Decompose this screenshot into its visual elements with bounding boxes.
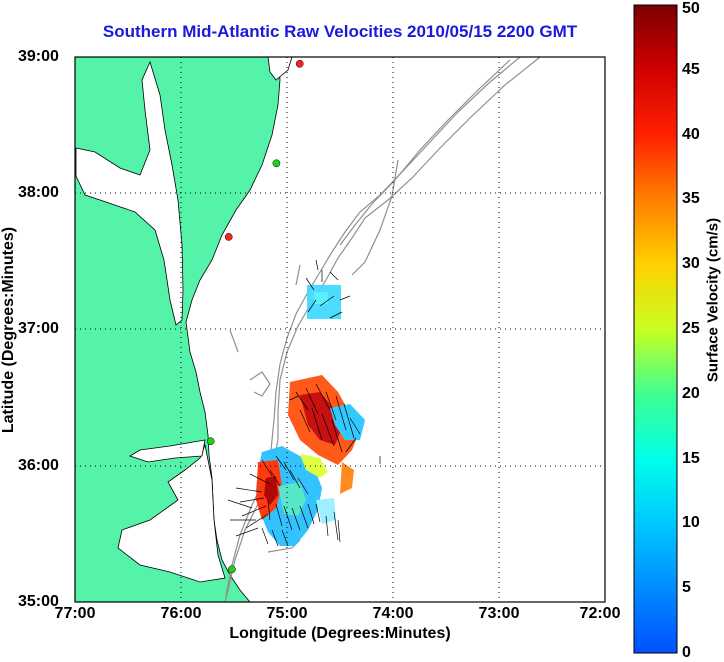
y-tick-label: 38:00 <box>18 184 59 201</box>
colorbar <box>633 4 678 654</box>
colorbar-label: Surface Velocity (cm/s) <box>704 217 722 383</box>
x-tick-label: 72:00 <box>579 605 621 622</box>
radar-station-marker <box>295 59 304 68</box>
radar-station-marker <box>228 565 236 574</box>
map-title: Southern Mid-Atlantic Raw Velocities 201… <box>102 22 578 41</box>
x-tick-label: 76:00 <box>160 605 202 622</box>
x-tick-label: 73:00 <box>478 605 520 622</box>
colorbar-tick-label: 40 <box>682 126 700 143</box>
x-axis-label: Longitude (Degrees:Minutes) <box>229 625 451 642</box>
plot-frame <box>74 56 606 603</box>
chesapeake-bay <box>75 60 184 326</box>
delaware-bay <box>267 57 293 81</box>
pamlico-sound <box>117 443 226 583</box>
y-tick-label: 36:00 <box>18 457 59 474</box>
velocity-arrows <box>227 259 381 547</box>
colorbar-tick-label: 5 <box>682 579 691 596</box>
x-tick-label: 74:00 <box>372 605 414 622</box>
albemarle-sound <box>129 439 206 463</box>
velocity-field <box>256 285 365 546</box>
colorbar-tick-label: 0 <box>682 644 691 661</box>
station-markers <box>206 59 304 574</box>
y-axis-label: Latitude (Degrees:Minutes) <box>0 226 17 434</box>
grid-lines <box>75 57 605 602</box>
colorbar-tick-label: 50 <box>682 0 700 17</box>
x-tick-label: 75:00 <box>266 605 308 622</box>
y-tick-label: 37:00 <box>18 320 59 337</box>
colorbar-tick-label: 10 <box>682 514 700 531</box>
radar-station-marker <box>224 233 233 241</box>
radar-station-marker <box>206 437 215 446</box>
colorbar-tick-label: 35 <box>682 190 700 207</box>
colorbar-tick-label: 25 <box>682 320 700 337</box>
colorbar-tick-label: 15 <box>682 450 700 467</box>
colorbar-tick-label: 30 <box>682 255 700 272</box>
y-tick-label: 35:00 <box>18 593 59 610</box>
colorbar-tick-label: 45 <box>682 61 700 78</box>
colorbar-tick-label: 20 <box>682 385 700 402</box>
radar-station-marker <box>272 159 281 168</box>
y-tick-label: 39:00 <box>18 48 59 65</box>
x-tick-label: 77:00 <box>54 605 96 622</box>
